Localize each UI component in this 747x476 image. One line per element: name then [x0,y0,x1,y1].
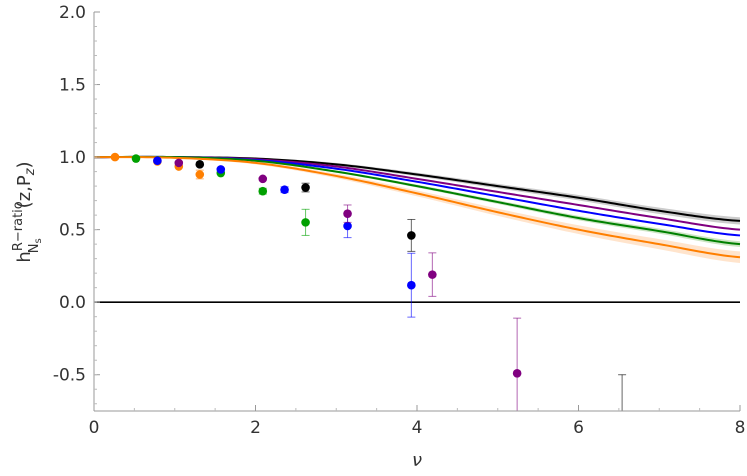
data-point [428,252,437,297]
marker [216,165,226,174]
curve-4 [93,156,741,259]
marker [407,231,416,240]
x-tick-label: 6 [573,418,584,438]
marker [174,158,184,168]
marker [110,152,120,162]
marker [343,221,352,231]
marker [428,270,437,279]
marker [153,156,162,166]
x-tick-label: 2 [250,418,261,438]
marker [512,368,522,378]
data-point [258,186,268,196]
y-tick-label: 1.5 [59,76,86,96]
marker [301,218,310,227]
data-point [153,156,162,166]
marker [280,185,289,195]
data-point [195,160,205,169]
data-point [131,154,141,163]
marker [195,160,205,169]
marker [258,186,268,196]
y-tick-label: 2.0 [59,3,86,23]
y-tick-label: 0.5 [59,221,86,241]
y-tick-label: -0.5 [53,366,86,386]
data-point [280,185,289,195]
data-point [195,169,205,180]
data-point [343,204,352,223]
marker [343,209,352,218]
y-tick-label: 1.0 [59,148,86,168]
marker [618,428,627,437]
marker [258,174,268,184]
y-axis-label: hR−ratioNs(z,Pz) [11,161,44,262]
x-tick-label: 4 [412,418,423,438]
data-point [110,152,120,162]
marker [195,170,205,179]
x-tick-label: 0 [89,418,100,438]
data-point [258,174,268,184]
data-point [301,182,310,193]
data-point [216,165,226,174]
data-point [407,252,416,318]
y-tick-label: 0.0 [59,293,86,313]
marker [131,154,141,163]
marker [407,280,416,290]
marker [301,183,310,192]
data-point [301,208,310,236]
data-point [407,218,416,252]
data-point [618,374,627,437]
data-point [174,158,184,168]
data-point [512,317,522,411]
x-tick-label: 8 [735,418,746,438]
x-axis-label: ν [412,450,422,471]
curve-3 [93,155,741,246]
error-band-3 [94,156,740,248]
